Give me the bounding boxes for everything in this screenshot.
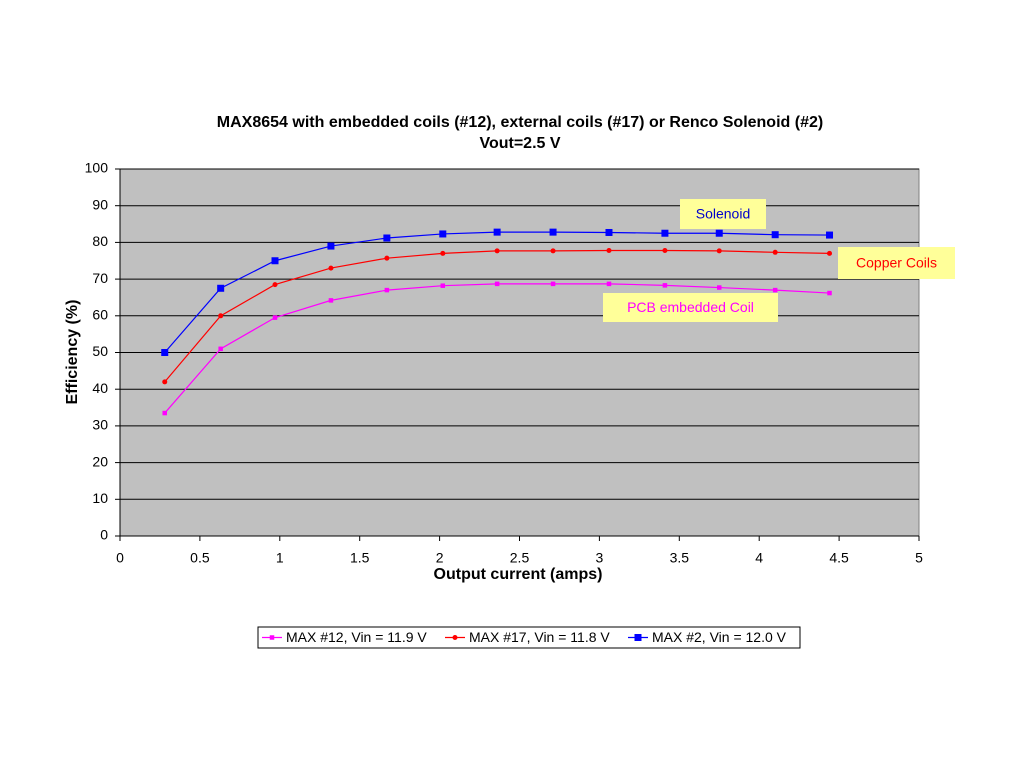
x-tick-label: 4 [755,550,763,566]
marker [440,250,446,256]
chart-subtitle: Vout=2.5 V [479,135,560,152]
x-tick-label: 5 [915,550,923,566]
marker [772,287,778,293]
y-tick-label: 60 [92,307,108,323]
marker [327,242,335,250]
x-tick-label: 3.5 [670,550,690,566]
legend-label: MAX #12, Vin = 11.9 V [286,629,427,645]
x-tick-label: 3 [596,550,604,566]
marker [272,315,278,320]
marker [717,285,722,290]
marker [452,635,458,640]
annotation: PCB embedded Coil [627,299,754,315]
marker [662,247,668,253]
marker [384,287,390,293]
marker [162,410,167,416]
chart-title: MAX8654 with embedded coils (#12), exter… [217,114,823,131]
annotation: Copper Coils [856,255,937,271]
marker [218,313,224,319]
y-tick-label: 100 [85,160,109,176]
y-tick-label: 80 [92,233,108,249]
y-tick-label: 70 [92,270,108,286]
marker [716,248,722,254]
legend-box [257,626,801,649]
y-tick-label: 10 [92,490,108,506]
marker [272,282,278,288]
y-tick-label: 50 [92,343,108,359]
marker [605,228,613,236]
marker [217,284,225,292]
y-tick-label: 20 [92,453,108,469]
x-tick-label: 0.5 [190,550,210,566]
marker [328,265,334,271]
marker [384,255,390,261]
annotation-box [680,199,766,229]
marker [550,281,556,287]
marker [661,229,669,237]
x-tick-label: 1.5 [350,550,370,566]
x-tick-label: 0 [116,550,124,566]
legend: MAX #12, Vin = 11.9 V MAX #17, Vin = 11.8… [257,626,801,649]
y-axis-label: Efficiency (%) [64,300,81,405]
marker [271,257,279,265]
marker [218,346,223,352]
legend-label: MAX #2, Vin = 12.0 V [652,629,787,645]
marker [549,228,557,236]
marker [440,283,446,288]
marker [827,250,833,256]
marker [494,248,500,254]
annotation: Solenoid [696,206,751,222]
marker [550,248,556,254]
marker [269,635,275,640]
marker [383,234,391,242]
x-tick-label: 4.5 [829,550,849,566]
marker [826,231,834,239]
x-tick-label: 1 [276,550,284,566]
marker [771,231,779,239]
y-tick-label: 0 [100,527,108,543]
marker [493,228,501,236]
marker [827,290,832,296]
annotation-box [603,293,778,322]
marker [662,283,668,288]
y-tick-label: 90 [92,196,108,212]
x-tick-label: 2 [436,550,444,566]
marker [772,249,778,255]
marker [715,229,723,237]
marker [606,281,612,287]
x-tick-label: 2.5 [510,550,530,566]
marker [606,247,612,253]
legend-label: MAX #17, Vin = 11.8 V [469,629,610,645]
marker [328,298,334,303]
marker [494,281,500,287]
y-tick-label: 30 [92,417,108,433]
marker [439,230,447,238]
x-axis-label: Output current (amps) [434,566,603,583]
marker [161,349,169,356]
annotation-box [838,247,955,279]
y-tick-label: 40 [92,380,108,396]
marker [162,379,168,385]
marker [634,634,642,641]
